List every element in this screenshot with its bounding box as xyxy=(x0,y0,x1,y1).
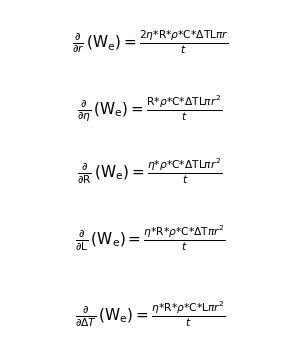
Text: $\frac{\partial}{\partial \mathsf{R}}\,(\mathsf{W_e}) = \frac{\eta{*}\rho{*}\mat: $\frac{\partial}{\partial \mathsf{R}}\,(… xyxy=(77,157,223,186)
Text: $\frac{\partial}{\partial r}\,(\mathsf{W_e}) = \frac{2\eta{*}\mathsf{R}{*}\rho{*: $\frac{\partial}{\partial r}\,(\mathsf{W… xyxy=(72,29,228,56)
Text: $\frac{\partial}{\partial \Delta T}\,(\mathsf{W_e}) = \frac{\eta{*}\mathsf{R}{*}: $\frac{\partial}{\partial \Delta T}\,(\m… xyxy=(75,300,225,329)
Text: $\frac{\partial}{\partial \mathsf{L}}\,(\mathsf{W_e}) = \frac{\eta{*}\mathsf{R}{: $\frac{\partial}{\partial \mathsf{L}}\,(… xyxy=(75,223,225,252)
Text: $\frac{\partial}{\partial \eta}\,(\mathsf{W_e}) = \frac{\mathsf{R}{*}\rho{*}\mat: $\frac{\partial}{\partial \eta}\,(\maths… xyxy=(77,94,223,124)
